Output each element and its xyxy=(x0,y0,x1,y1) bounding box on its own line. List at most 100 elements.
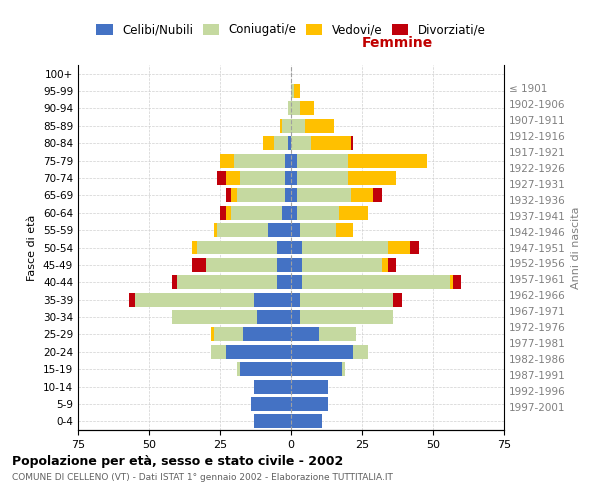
Bar xyxy=(291,154,296,168)
Bar xyxy=(291,310,299,324)
Bar xyxy=(226,345,291,358)
Bar xyxy=(291,328,319,342)
Bar xyxy=(288,102,291,116)
Bar xyxy=(373,188,382,202)
Bar xyxy=(291,258,302,272)
Bar xyxy=(277,258,291,272)
Bar xyxy=(311,136,350,150)
Bar xyxy=(240,171,286,185)
Bar xyxy=(410,240,419,254)
Bar xyxy=(286,154,291,168)
Bar xyxy=(291,240,302,254)
Bar xyxy=(291,206,296,220)
Bar xyxy=(342,362,345,376)
Bar xyxy=(291,136,311,150)
Bar xyxy=(299,310,393,324)
Bar xyxy=(129,292,135,306)
Bar xyxy=(254,380,291,394)
Bar xyxy=(277,276,291,289)
Bar xyxy=(450,276,453,289)
Bar xyxy=(172,276,178,289)
Bar xyxy=(291,119,305,133)
Bar xyxy=(288,136,291,150)
Bar xyxy=(302,240,388,254)
Bar xyxy=(217,171,226,185)
Bar xyxy=(348,171,396,185)
Bar xyxy=(388,258,396,272)
Bar xyxy=(286,171,291,185)
Bar xyxy=(294,84,299,98)
Text: Popolazione per età, sesso e stato civile - 2002: Popolazione per età, sesso e stato civil… xyxy=(12,455,343,468)
Bar xyxy=(291,345,353,358)
Bar xyxy=(214,328,243,342)
Bar xyxy=(291,362,342,376)
Bar xyxy=(234,154,286,168)
Bar xyxy=(220,154,234,168)
Bar xyxy=(240,362,291,376)
Bar xyxy=(302,258,382,272)
Bar xyxy=(232,206,283,220)
Bar xyxy=(353,345,368,358)
Bar xyxy=(283,206,291,220)
Bar xyxy=(237,188,286,202)
Bar xyxy=(453,276,461,289)
Bar xyxy=(254,292,291,306)
Bar xyxy=(211,345,226,358)
Bar xyxy=(178,276,277,289)
Bar xyxy=(257,310,291,324)
Bar xyxy=(350,188,373,202)
Bar xyxy=(243,328,291,342)
Bar xyxy=(299,102,314,116)
Bar xyxy=(274,136,288,150)
Bar xyxy=(226,206,232,220)
Bar xyxy=(291,102,299,116)
Bar xyxy=(296,154,348,168)
Bar xyxy=(337,223,353,237)
Bar xyxy=(305,119,334,133)
Bar xyxy=(226,188,232,202)
Bar xyxy=(191,240,197,254)
Bar xyxy=(319,328,356,342)
Bar xyxy=(283,119,291,133)
Text: Femmine: Femmine xyxy=(362,36,433,51)
Bar xyxy=(206,258,277,272)
Bar xyxy=(191,258,206,272)
Bar xyxy=(296,206,339,220)
Bar xyxy=(277,240,291,254)
Bar xyxy=(348,154,427,168)
Bar xyxy=(291,292,299,306)
Bar xyxy=(220,206,226,220)
Bar xyxy=(237,362,240,376)
Bar xyxy=(291,171,296,185)
Bar xyxy=(350,136,353,150)
Bar xyxy=(291,188,296,202)
Bar xyxy=(263,136,274,150)
Y-axis label: Anni di nascita: Anni di nascita xyxy=(571,206,581,289)
Bar xyxy=(382,258,388,272)
Bar xyxy=(296,188,350,202)
Bar xyxy=(339,206,368,220)
Y-axis label: Fasce di età: Fasce di età xyxy=(28,214,37,280)
Bar xyxy=(197,240,277,254)
Bar xyxy=(286,188,291,202)
Bar xyxy=(214,223,217,237)
Bar xyxy=(232,188,237,202)
Bar xyxy=(268,223,291,237)
Bar xyxy=(251,397,291,411)
Bar xyxy=(172,310,257,324)
Bar xyxy=(393,292,402,306)
Bar xyxy=(280,119,283,133)
Bar xyxy=(296,171,348,185)
Bar xyxy=(211,328,214,342)
Text: COMUNE DI CELLENO (VT) - Dati ISTAT 1° gennaio 2002 - Elaborazione TUTTITALIA.IT: COMUNE DI CELLENO (VT) - Dati ISTAT 1° g… xyxy=(12,472,393,482)
Bar xyxy=(291,414,322,428)
Bar xyxy=(135,292,254,306)
Bar xyxy=(299,292,393,306)
Bar xyxy=(217,223,268,237)
Bar xyxy=(291,397,328,411)
Bar xyxy=(291,380,328,394)
Bar xyxy=(291,223,299,237)
Bar xyxy=(388,240,410,254)
Bar xyxy=(254,414,291,428)
Bar xyxy=(299,223,337,237)
